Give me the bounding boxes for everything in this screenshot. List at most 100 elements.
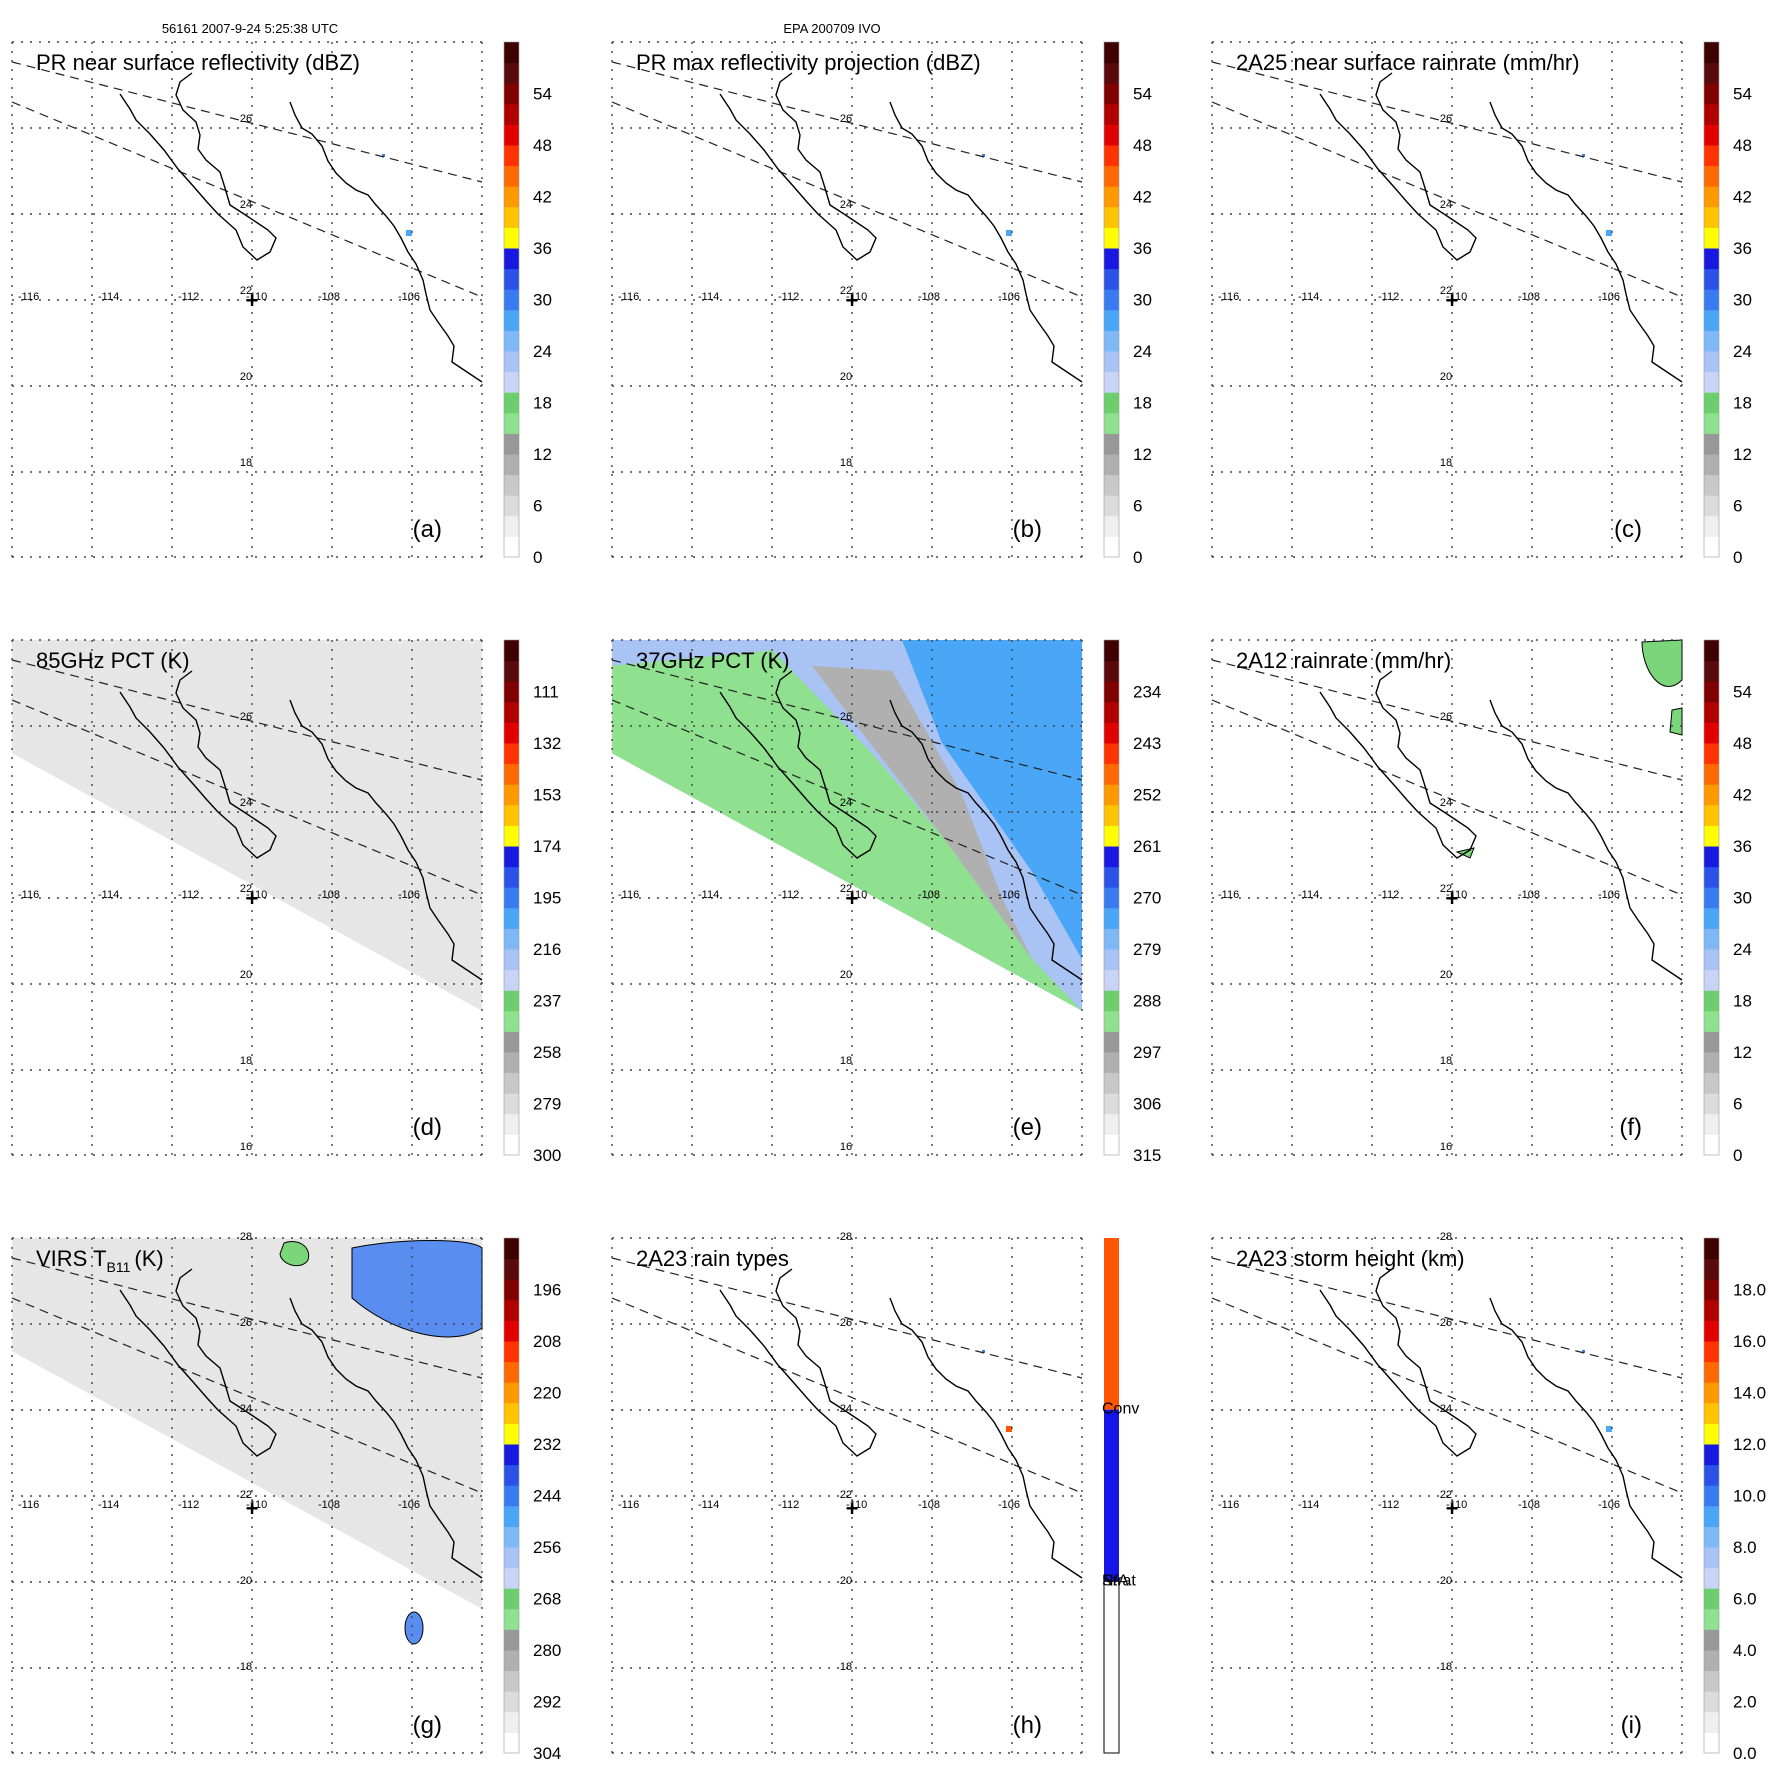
lat-label: 18 <box>840 1661 852 1673</box>
colorbar-swatch <box>504 1464 519 1486</box>
colorbar-tick: 8.0 <box>1733 1538 1757 1557</box>
map-gridlines <box>1211 639 1683 1156</box>
colorbar-swatch <box>1704 1093 1719 1115</box>
swath-edges <box>11 1257 483 1494</box>
colorbar-swatch <box>1704 1052 1719 1074</box>
echo-cell <box>1006 230 1012 236</box>
colorbar-swatch <box>504 103 519 125</box>
lon-label: -112 <box>1378 291 1399 303</box>
lat-label: 20 <box>240 969 252 981</box>
coastline-mainland <box>289 1297 483 1579</box>
colorbar-tick: 268 <box>533 1590 561 1609</box>
colorbar-swatch <box>1104 433 1119 455</box>
colorbar-tick: 261 <box>1133 837 1161 856</box>
colorbar-tick: 292 <box>533 1693 561 1712</box>
colorbar-swatch <box>1104 145 1119 167</box>
colorbar-swatch <box>1104 1052 1119 1074</box>
colorbar-swatch <box>504 1341 519 1363</box>
lat-label: 24 <box>240 797 252 809</box>
lat-label: 26 <box>1440 711 1452 723</box>
panel-grid: -116 -114 -112 -110 -108 -106 26 24 22 20 18 + PR ne… <box>11 41 1766 1763</box>
panel-b: -116 -114 -112 -110 -108 -106 26 24 22 20 18 + PR ma… <box>611 41 1152 567</box>
lon-label: -106 <box>1598 889 1620 901</box>
colorbar-d: 300 279 258 237 216 195 174 153 132 111 <box>503 639 561 1165</box>
colorbar-swatch <box>504 866 519 888</box>
map-gridlines <box>1211 41 1683 558</box>
colorbar-tick: 24 <box>533 342 552 361</box>
swath-edges <box>11 659 483 896</box>
colorbar-swatch <box>1704 763 1719 785</box>
colorbar-swatch <box>504 1382 519 1404</box>
colorbar-swatch <box>1704 846 1719 868</box>
coastline-mainland <box>889 1297 1083 1579</box>
colorbar-swatch <box>504 83 519 105</box>
colorbar-tick: 306 <box>1133 1095 1161 1114</box>
colorbar-swatch <box>504 1670 519 1692</box>
coastline-mainland <box>1489 699 1683 981</box>
colorbar-swatch <box>504 1402 519 1424</box>
lat-label: 28 <box>240 1231 252 1243</box>
map-gridlines <box>611 41 1083 558</box>
colorbar-swatch <box>504 351 519 373</box>
colorbar-a: 0 6 12 18 24 30 36 42 48 54 <box>503 41 552 567</box>
colorbar-swatch <box>504 660 519 682</box>
colorbar-tick: 0 <box>1733 548 1742 567</box>
colorbar-swatch <box>1104 186 1119 208</box>
colorbar-swatch <box>504 1444 519 1466</box>
colorbar-tick: 54 <box>533 85 552 104</box>
colorbar-swatch <box>1704 1113 1719 1135</box>
lat-label: 18 <box>240 1055 252 1067</box>
colorbar-swatch <box>1104 907 1119 929</box>
colorbar-swatch <box>504 1258 519 1280</box>
lat-label: 20 <box>840 1575 852 1587</box>
lon-label: -114 <box>1298 291 1319 303</box>
colorbar-e: 315 306 297 288 279 270 261 252 243 234 <box>1103 639 1161 1165</box>
swath-edges <box>11 61 483 298</box>
lat-label: 22 <box>1440 1489 1452 1501</box>
colorbar-conv <box>1104 1238 1119 1410</box>
colorbar-swatch <box>504 454 519 476</box>
colorbar-tick: 54 <box>1133 85 1152 104</box>
colorbar-swatch <box>1704 681 1719 703</box>
colorbar-swatch <box>504 640 519 662</box>
colorbar-swatch <box>1104 701 1119 723</box>
colorbar-tick: 12 <box>1733 445 1752 464</box>
panel-title: PR max reflectivity projection (dBZ) <box>636 50 981 75</box>
echo-cell <box>1606 230 1612 236</box>
colorbar-tick: 0 <box>1133 548 1142 567</box>
colorbar-tick: 18 <box>533 394 552 413</box>
lat-label: 22 <box>840 285 852 297</box>
lon-label: -116 <box>1218 291 1239 303</box>
colorbar-swatch <box>1104 743 1119 765</box>
colorbar-frame <box>1703 41 1720 558</box>
lon-label: -106 <box>998 889 1020 901</box>
colorbar-swatch <box>1704 949 1719 971</box>
colorbar-swatch <box>1704 1258 1719 1280</box>
colorbar-swatch <box>1104 846 1119 868</box>
lon-label: -108 <box>1518 291 1540 303</box>
colorbar-tick: 208 <box>533 1332 561 1351</box>
colorbar-swatch <box>1104 1093 1119 1115</box>
lon-label: -114 <box>1298 889 1319 901</box>
colorbar-swatch <box>1704 1134 1719 1156</box>
colorbar-swatch <box>1704 1588 1719 1610</box>
colorbar-tick: 244 <box>533 1487 561 1506</box>
lat-label: 16 <box>240 1141 252 1153</box>
colorbar-tick: 0 <box>1733 1146 1742 1165</box>
map-gridlines <box>11 1237 483 1754</box>
colorbar-tick: 256 <box>533 1538 561 1557</box>
colorbar-swatch <box>1704 309 1719 331</box>
lat-label: 20 <box>1440 969 1452 981</box>
colorbar-swatch <box>1704 330 1719 352</box>
colorbar-swatch <box>1704 1485 1719 1507</box>
colorbar-tick: Strat <box>1102 1572 1136 1589</box>
colorbar-swatch <box>1704 887 1719 909</box>
storm-center-marker: + <box>246 886 259 911</box>
lon-label: -112 <box>778 291 799 303</box>
colorbar-swatch <box>1104 515 1119 537</box>
echo-cell <box>406 230 412 236</box>
rain-patch <box>1669 707 1683 736</box>
colorbar-swatch <box>504 784 519 806</box>
colorbar-tick: 279 <box>533 1095 561 1114</box>
